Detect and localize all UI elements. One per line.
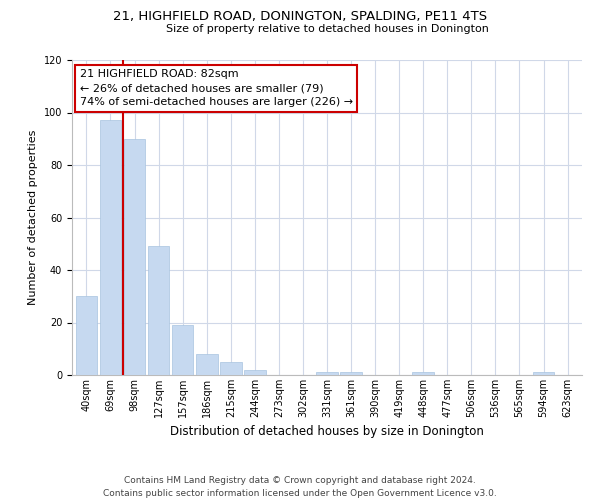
Bar (316, 372, 338, 375)
Bar (148, 246, 169, 375)
Text: Contains HM Land Registry data © Crown copyright and database right 2024.
Contai: Contains HM Land Registry data © Crown c… (103, 476, 497, 498)
Bar (196, 354, 218, 375)
Bar (76, 296, 97, 375)
Bar (220, 362, 242, 375)
Y-axis label: Number of detached properties: Number of detached properties (28, 130, 38, 305)
Bar (172, 325, 193, 375)
Bar (340, 372, 362, 375)
Bar (533, 372, 554, 375)
Text: 21, HIGHFIELD ROAD, DONINGTON, SPALDING, PE11 4TS: 21, HIGHFIELD ROAD, DONINGTON, SPALDING,… (113, 10, 487, 23)
Text: 21 HIGHFIELD ROAD: 82sqm
← 26% of detached houses are smaller (79)
74% of semi-d: 21 HIGHFIELD ROAD: 82sqm ← 26% of detach… (80, 70, 353, 108)
Bar (244, 370, 266, 375)
Bar (124, 138, 145, 375)
Bar (100, 120, 121, 375)
Title: Size of property relative to detached houses in Donington: Size of property relative to detached ho… (166, 24, 488, 34)
Bar (412, 372, 434, 375)
X-axis label: Distribution of detached houses by size in Donington: Distribution of detached houses by size … (170, 426, 484, 438)
